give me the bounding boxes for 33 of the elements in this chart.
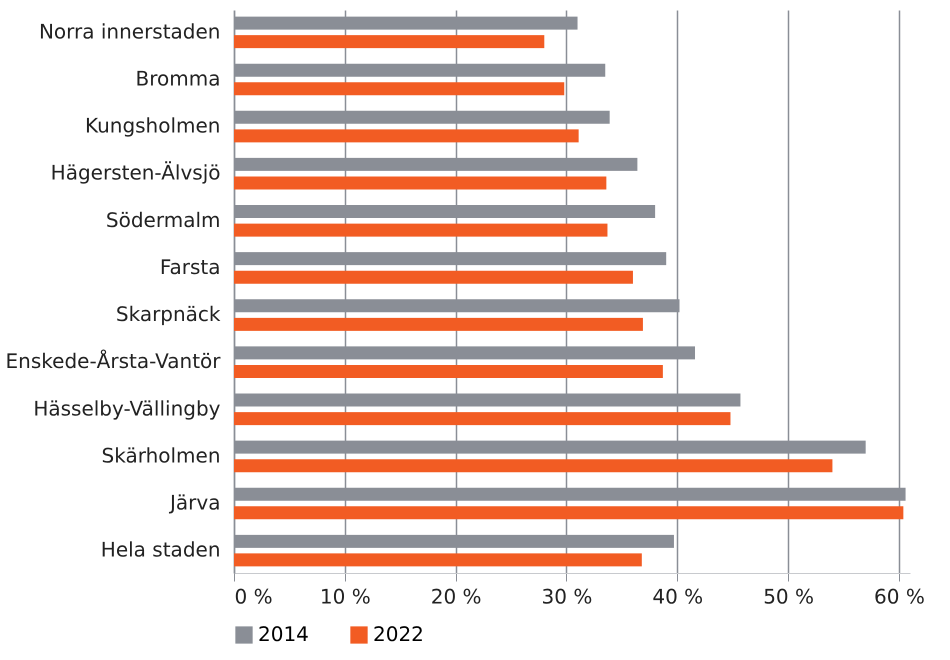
legend-label: 2014: [258, 622, 309, 646]
bar: [234, 506, 904, 520]
bar: [234, 35, 544, 48]
bar: [234, 224, 608, 237]
y-tick-label: Skärholmen: [102, 443, 220, 468]
bar: [234, 176, 606, 190]
y-tick-label: Bromma: [136, 66, 220, 90]
bar: [234, 459, 832, 472]
bar: [234, 318, 643, 331]
x-tick-label: 20 %: [430, 584, 482, 608]
x-tick-label: 30 %: [542, 584, 592, 608]
x-tick-label: 60 %: [874, 584, 925, 608]
x-tick-label: 40 %: [652, 584, 704, 608]
legend-label: 2022: [373, 622, 424, 646]
x-tick-label: 10 %: [320, 584, 371, 608]
y-tick-label: Hägersten-Älvsjö: [50, 160, 220, 185]
bar: [234, 129, 579, 142]
y-tick-label: Kungsholmen: [84, 114, 220, 138]
y-tick-label: Enskede-Årsta-Vantör: [6, 349, 222, 374]
bar: [234, 412, 730, 426]
y-tick-label: Farsta: [160, 254, 220, 279]
y-tick-label: Södermalm: [106, 208, 220, 232]
y-tick-label: Hässelby-Vällingby: [33, 396, 221, 420]
bar: [234, 364, 663, 378]
x-tick-label: 0 %: [234, 584, 273, 608]
y-tick-label: Skarpnäck: [116, 302, 221, 326]
x-tick-label: 50 %: [763, 584, 814, 608]
bar: [234, 553, 642, 566]
bar: [234, 270, 633, 284]
y-tick-label: Norra innerstaden: [38, 19, 220, 44]
y-tick-label: Järva: [168, 490, 220, 515]
bar: [234, 82, 564, 96]
y-tick-label: Hela staden: [100, 538, 220, 562]
